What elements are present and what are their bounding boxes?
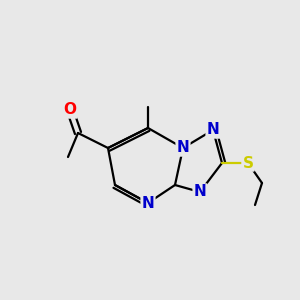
Text: N: N <box>142 196 154 211</box>
Text: O: O <box>64 103 76 118</box>
Text: N: N <box>177 140 189 155</box>
Text: S: S <box>242 155 253 170</box>
Text: N: N <box>207 122 219 137</box>
Text: N: N <box>194 184 206 200</box>
